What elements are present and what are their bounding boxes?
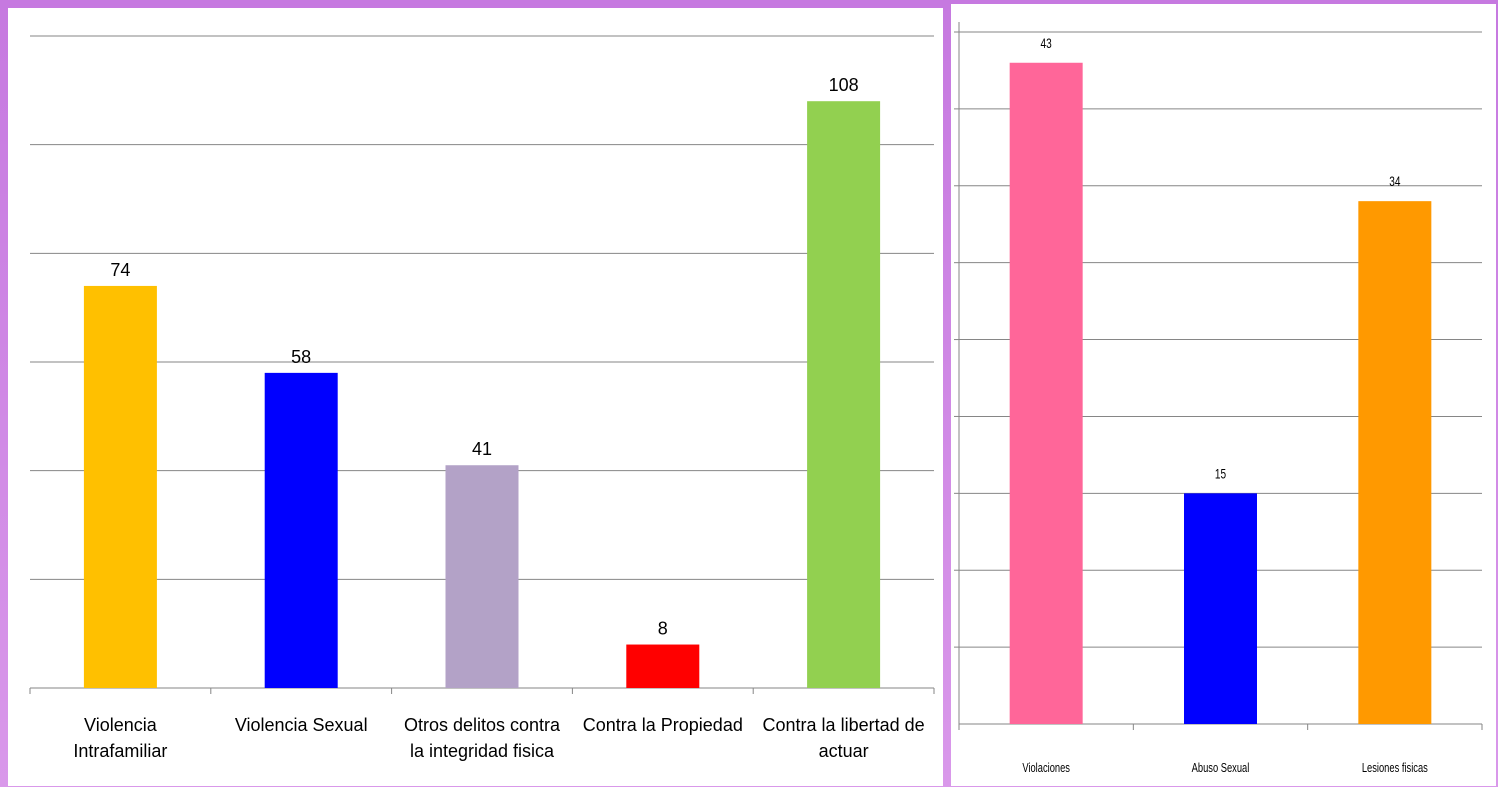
- x-tick-label: Violencia: [84, 715, 158, 735]
- crime-types-chart-panel: 74 Violencia Intrafamiliar 58 Violencia Sexu…: [8, 8, 943, 786]
- data-label: 8: [658, 619, 668, 639]
- x-tick-label: Contra la libertad de: [763, 715, 925, 735]
- x-tick-label: Lesiones fisicas: [1362, 762, 1428, 776]
- data-label: 41: [472, 439, 492, 459]
- bar: [264, 372, 338, 688]
- data-label: 108: [829, 75, 859, 95]
- data-label: 43: [1041, 35, 1052, 51]
- bar: [626, 644, 700, 688]
- bar: [807, 101, 881, 688]
- violence-types-bar-chart: 43 Violaciones 15 Abuso Sexual 34 Lesiones fi…: [954, 22, 1483, 776]
- violence-types-chart-panel: 43 Violaciones 15 Abuso Sexual 34 Lesiones fi…: [951, 4, 1496, 786]
- x-tick-label: Violencia Sexual: [235, 715, 368, 735]
- x-tick-label: Intrafamiliar: [73, 741, 167, 761]
- bar: [1009, 62, 1083, 724]
- x-tick-label: Abuso Sexual: [1192, 762, 1250, 776]
- bar: [445, 465, 519, 688]
- x-tick-label: actuar: [819, 741, 869, 761]
- x-tick-label: Contra la Propiedad: [583, 715, 743, 735]
- data-label: 34: [1389, 174, 1400, 190]
- bar: [1358, 201, 1432, 725]
- bar: [1184, 493, 1257, 724]
- x-tick-label: la integridad fisica: [410, 741, 555, 761]
- crime-types-bar-chart: 74 Violencia Intrafamiliar 58 Violencia Sexu…: [29, 35, 935, 761]
- x-tick-label: Otros delitos contra: [404, 715, 561, 735]
- bar: [83, 285, 157, 688]
- x-tick-label: Violaciones: [1022, 762, 1070, 776]
- data-label: 74: [110, 260, 130, 280]
- data-label: 15: [1215, 466, 1226, 482]
- data-label: 58: [291, 347, 311, 367]
